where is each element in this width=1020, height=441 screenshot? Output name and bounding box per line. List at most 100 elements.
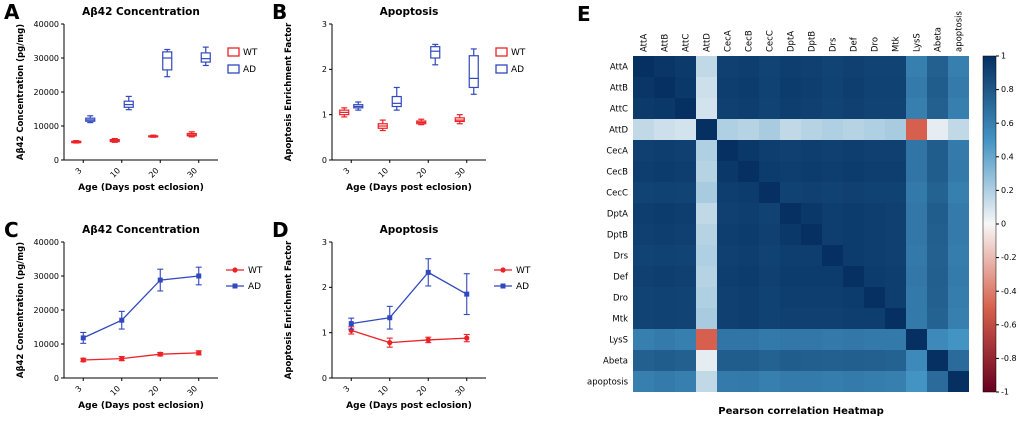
- apoptosis-boxplot: Apoptosis 0 1 2 3 3 10 20 30 Age (Days post eclos…: [280, 2, 548, 218]
- panel-letter-b: B: [272, 0, 288, 24]
- panel-letter-d: D: [272, 218, 289, 242]
- panel-letter-e: E: [577, 2, 591, 26]
- svg-text:CecB: CecB: [745, 30, 755, 52]
- svg-text:Apoptosis Enrichment Factor: Apoptosis Enrichment Factor: [284, 22, 294, 161]
- legend-swatch-WT: [495, 47, 508, 57]
- svg-text:3: 3: [342, 384, 352, 394]
- svg-text:Drs: Drs: [829, 37, 839, 52]
- apoptosis-lineplot: Apoptosis 0 1 2 3 3 10 20 30 Age (Days post eclos…: [280, 220, 548, 436]
- svg-text:0.2: 0.2: [1001, 186, 1014, 195]
- svg-text:CecC: CecC: [606, 189, 628, 199]
- svg-text:0.6: 0.6: [1001, 119, 1014, 128]
- svg-text:3: 3: [74, 166, 84, 176]
- svg-text:40000: 40000: [34, 238, 59, 247]
- svg-text:Apoptosis Enrichment Factor: Apoptosis Enrichment Factor: [284, 240, 294, 379]
- line-plot-svg-C: Aβ42 Concentration 0 10000 20000 30000 40000 3…: [16, 224, 263, 411]
- panel-letter-a: A: [4, 0, 20, 24]
- svg-text:20: 20: [147, 384, 161, 398]
- svg-text:Age (Days post eclosion): Age (Days post eclosion): [346, 183, 472, 193]
- svg-text:CecC: CecC: [766, 30, 776, 52]
- svg-text:DptB: DptB: [808, 31, 818, 52]
- svg-text:Apoptosis: Apoptosis: [380, 6, 439, 18]
- svg-text:LysS: LysS: [913, 33, 923, 52]
- svg-text:Mtk: Mtk: [612, 315, 628, 325]
- svg-text:0: 0: [322, 156, 327, 165]
- svg-text:0: 0: [54, 374, 59, 383]
- panel-letter-c: C: [4, 218, 19, 242]
- svg-text:AD: AD: [243, 65, 256, 75]
- legend-swatch-AD: [495, 64, 508, 74]
- svg-text:2: 2: [322, 283, 327, 292]
- svg-text:AD: AD: [511, 65, 524, 75]
- line-plot-svg-D: Apoptosis 0 1 2 3 3 10 20 30 Age (Days post eclos…: [284, 224, 531, 411]
- svg-text:apoptosis: apoptosis: [955, 10, 965, 52]
- svg-text:AttA: AttA: [640, 34, 650, 52]
- svg-text:Age (Days post eclosion): Age (Days post eclosion): [346, 401, 472, 411]
- svg-text:-0.4: -0.4: [1001, 287, 1017, 296]
- svg-text:AttB: AttB: [661, 34, 671, 52]
- svg-text:AttC: AttC: [682, 34, 692, 52]
- svg-text:AD: AD: [248, 282, 261, 292]
- box-plot-svg-A: Aβ42 Concentration 0 10000 20000 30000 40000 3…: [16, 6, 258, 193]
- svg-text:10000: 10000: [34, 122, 59, 131]
- svg-text:WT: WT: [243, 48, 258, 58]
- svg-text:Dro: Dro: [613, 294, 628, 304]
- svg-text:2: 2: [322, 65, 327, 74]
- svg-text:Def: Def: [850, 36, 860, 52]
- svg-text:AttD: AttD: [609, 126, 628, 136]
- svg-text:AttD: AttD: [703, 33, 713, 52]
- svg-text:CecA: CecA: [606, 147, 628, 157]
- svg-text:30: 30: [454, 166, 468, 180]
- svg-text:Drs: Drs: [614, 252, 629, 262]
- svg-text:Aβ42 Concentration (pg/mg): Aβ42 Concentration (pg/mg): [16, 242, 26, 378]
- svg-text:WT: WT: [516, 266, 531, 276]
- svg-text:20: 20: [147, 166, 161, 180]
- svg-text:LysS: LysS: [609, 336, 628, 346]
- heatmap-svg: AttA AttB AttC AttD CecA CecB CecC DptA DptB Drs D…: [587, 10, 1017, 417]
- svg-text:Apoptosis: Apoptosis: [380, 224, 439, 236]
- svg-text:0: 0: [54, 156, 59, 165]
- svg-text:DptA: DptA: [607, 210, 628, 220]
- svg-text:Mtk: Mtk: [892, 36, 902, 52]
- svg-text:30: 30: [186, 166, 200, 180]
- svg-text:20: 20: [415, 166, 429, 180]
- svg-text:0.8: 0.8: [1001, 85, 1014, 94]
- colorbar: [982, 55, 997, 393]
- svg-text:20000: 20000: [34, 88, 59, 97]
- svg-text:-1: -1: [1001, 388, 1009, 397]
- legend-swatch-WT: [227, 47, 240, 57]
- svg-text:-0.6: -0.6: [1001, 320, 1017, 329]
- svg-text:Age (Days post eclosion): Age (Days post eclosion): [78, 183, 204, 193]
- svg-text:0: 0: [1001, 220, 1006, 229]
- svg-text:Aβ42 Concentration (pg/mg): Aβ42 Concentration (pg/mg): [16, 24, 26, 160]
- svg-text:20: 20: [415, 384, 429, 398]
- svg-text:3: 3: [342, 166, 352, 176]
- svg-text:DptB: DptB: [607, 231, 628, 241]
- abeta-concentration-boxplot: Aβ42 Concentration 0 10000 20000 30000 40000 3…: [12, 2, 280, 218]
- svg-text:10: 10: [109, 384, 123, 398]
- pearson-correlation-heatmap: AttA AttB AttC AttD CecA CecB CecC DptA DptB Drs D…: [575, 0, 1020, 441]
- svg-text:1: 1: [1001, 52, 1006, 61]
- svg-text:WT: WT: [511, 48, 526, 58]
- svg-text:Abeta: Abeta: [603, 357, 628, 367]
- svg-text:30000: 30000: [34, 54, 59, 63]
- svg-text:1: 1: [322, 110, 327, 119]
- svg-text:Def: Def: [613, 273, 629, 283]
- svg-text:Dro: Dro: [871, 37, 881, 52]
- svg-text:-0.8: -0.8: [1001, 354, 1017, 363]
- svg-text:10000: 10000: [34, 340, 59, 349]
- svg-text:0.4: 0.4: [1001, 152, 1014, 161]
- svg-text:AttB: AttB: [610, 84, 628, 94]
- svg-text:CecB: CecB: [606, 168, 628, 178]
- svg-text:AttC: AttC: [610, 105, 628, 115]
- svg-text:10: 10: [109, 166, 123, 180]
- svg-text:apoptosis: apoptosis: [587, 378, 629, 388]
- svg-text:3: 3: [322, 20, 327, 29]
- svg-text:DptA: DptA: [787, 31, 797, 52]
- svg-text:Abeta: Abeta: [934, 27, 944, 52]
- svg-text:CecA: CecA: [724, 30, 734, 52]
- svg-text:10: 10: [377, 166, 391, 180]
- svg-text:1: 1: [322, 328, 327, 337]
- svg-text:-0.2: -0.2: [1001, 253, 1017, 262]
- svg-text:WT: WT: [248, 266, 263, 276]
